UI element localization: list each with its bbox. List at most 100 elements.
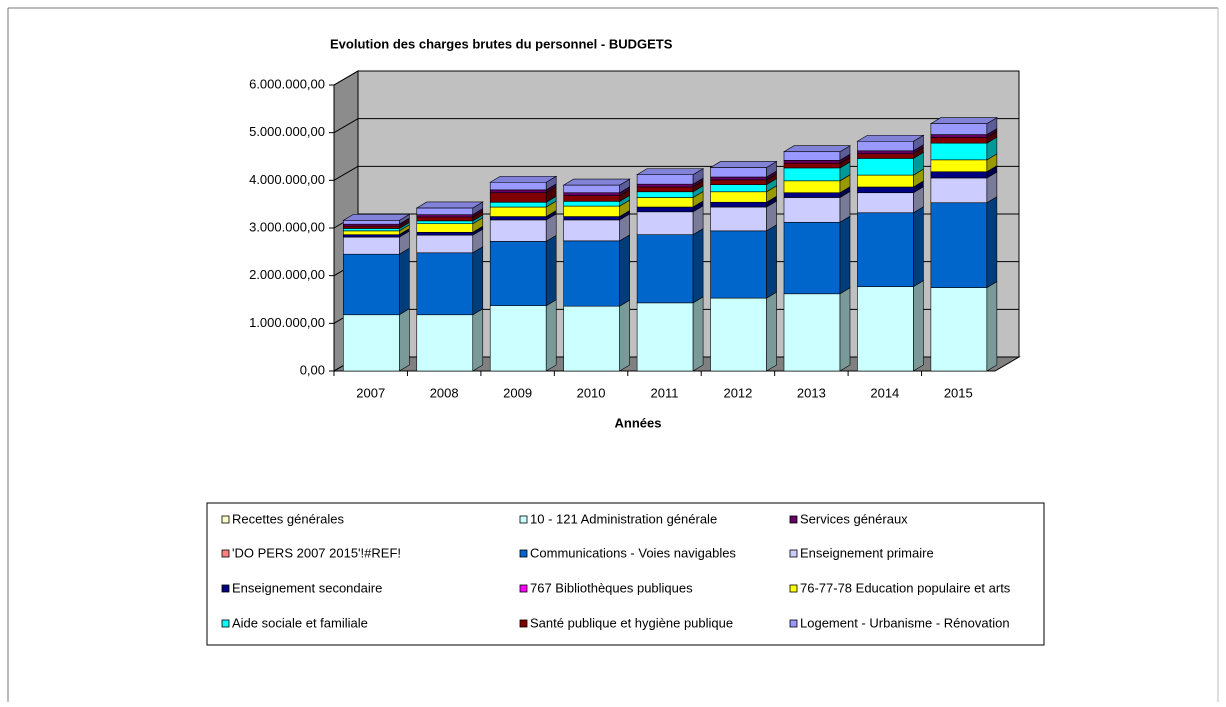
legend-label: Santé publique et hygiène publique [530, 615, 733, 630]
grid-line-side [333, 70, 359, 86]
bar-segment [857, 212, 914, 287]
bar-side [986, 196, 998, 289]
legend-label: Recettes générales [232, 511, 345, 526]
bar-segment [489, 216, 547, 221]
bar-segment [783, 192, 841, 198]
legend-label: 767 Bibliothèques publiques [530, 580, 693, 595]
bar-segment [636, 186, 694, 193]
legend-label: Enseignement primaire [800, 545, 934, 560]
x-tick-label: 2013 [797, 385, 826, 400]
legend-swatch [519, 584, 528, 593]
bar-segment [783, 151, 841, 161]
y-tick-label: 6.000.000,00 [249, 76, 325, 91]
bar-segment [930, 159, 988, 173]
bar-segment [636, 302, 694, 372]
bar-segment [930, 123, 988, 135]
bar-segment [563, 201, 620, 207]
bar-segment [489, 181, 547, 191]
bar-segment [636, 197, 694, 208]
bar-segment [489, 241, 547, 306]
bar-segment [489, 189, 547, 194]
bar-segment [343, 220, 400, 225]
bar-segment [416, 223, 474, 233]
bar-segment [416, 234, 474, 254]
bar-segment [416, 231, 474, 236]
bar-segment [710, 184, 767, 193]
bar-side [766, 224, 777, 299]
bar-top [415, 201, 484, 209]
bar-side [545, 299, 557, 372]
legend-label: Logement - Urbanisme - Rénovation [800, 615, 1010, 630]
x-tick-label: 2007 [356, 385, 385, 400]
bar-segment [783, 167, 841, 182]
bar-segment [710, 230, 767, 299]
bar-segment [783, 293, 841, 372]
bar-segment [343, 253, 400, 316]
bar-segment [710, 191, 767, 203]
x-tick-label: 2009 [503, 385, 532, 400]
bar-segment [343, 314, 400, 372]
bar-segment [343, 228, 400, 232]
bar-segment [710, 176, 767, 181]
bar-segment [783, 197, 841, 223]
bar-side [839, 287, 851, 372]
bar-segment [710, 179, 767, 185]
bar-segment [857, 140, 914, 152]
bar-segment [857, 153, 914, 159]
bar-side [913, 206, 924, 288]
legend-swatch [789, 584, 798, 593]
grid-line-side [333, 118, 359, 134]
legend-label: Communications - Voies navigables [530, 545, 736, 560]
bar-top [562, 178, 631, 186]
bar-side [399, 308, 410, 372]
bar-segment [636, 211, 694, 235]
bar-side [913, 280, 924, 372]
bar-top [856, 134, 925, 142]
legend-swatch [519, 549, 528, 558]
y-tick-label: 3.000.000,00 [249, 219, 325, 234]
bar-side [692, 296, 704, 372]
bar-segment [857, 174, 914, 188]
bar-segment [636, 174, 694, 185]
bar-segment [489, 201, 547, 208]
bar-segment [930, 177, 988, 204]
bar-segment [416, 207, 474, 215]
bar-segment [930, 171, 988, 179]
bar-segment [783, 180, 841, 194]
x-tick-label: 2010 [577, 385, 606, 400]
bar-segment [489, 219, 547, 242]
x-tick-label: 2011 [651, 385, 679, 400]
legend-swatch [789, 619, 798, 628]
bar-segment [636, 234, 694, 304]
legend-swatch [221, 515, 230, 524]
legend-label: Aide sociale et familiale [232, 615, 368, 630]
bar-segment [416, 220, 474, 225]
bar-side [766, 291, 777, 372]
x-axis-title: Années [615, 415, 662, 430]
bar-segment [636, 183, 694, 188]
legend-swatch [789, 515, 798, 524]
bar-segment [563, 305, 620, 372]
bar-segment [710, 297, 767, 372]
bar-segment [857, 150, 914, 154]
bar-side [399, 247, 410, 316]
legend-label: 10 - 121 Administration générale [530, 511, 717, 526]
legend-label: Services généraux [800, 511, 908, 526]
bar-segment [489, 305, 547, 372]
bar-segment [636, 206, 694, 213]
bar-segment [710, 206, 767, 232]
bar-segment [783, 160, 841, 164]
bar-segment [783, 221, 841, 295]
bar-segment [563, 205, 620, 217]
bar-top [636, 168, 705, 175]
bar-segment [930, 202, 988, 288]
bar-top [709, 161, 778, 168]
chart-title: Evolution des charges brutes du personne… [330, 36, 673, 51]
bar-segment [857, 186, 914, 194]
bar-segment [563, 192, 620, 196]
bar-segment [563, 216, 620, 221]
legend-label: Enseignement secondaire [232, 580, 382, 595]
legend-label: 'DO PERS 2007 2015'!#REF! [232, 545, 401, 560]
y-tick-label: 5.000.000,00 [249, 124, 325, 139]
